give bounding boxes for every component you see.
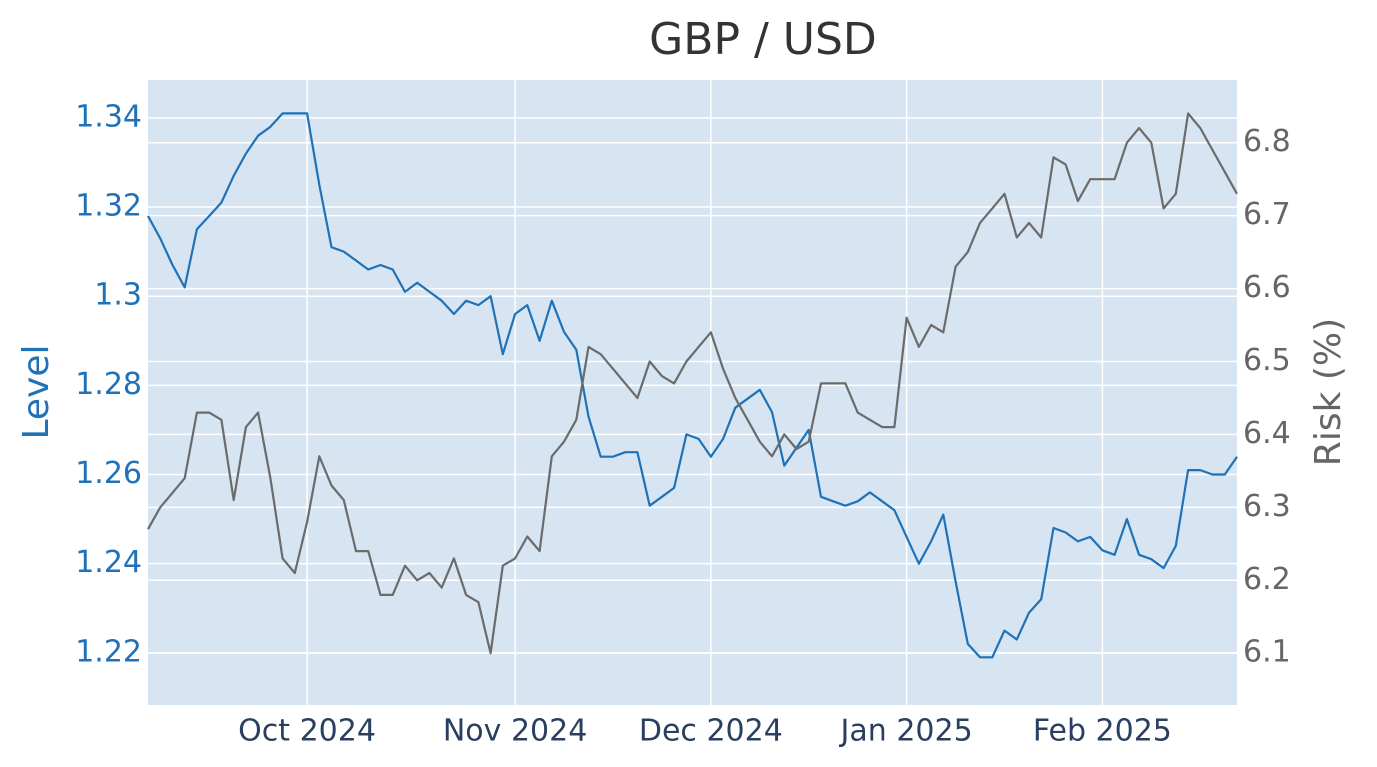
x-tick-label: Feb 2025 xyxy=(1033,714,1172,749)
y2-tick-label: 6.5 xyxy=(1243,343,1291,378)
y-tick-label: 1.34 xyxy=(75,99,142,134)
line-series xyxy=(147,112,1238,655)
y-tick-label: 1.22 xyxy=(75,634,142,669)
y-tick-label: 1.32 xyxy=(75,189,142,224)
x-tick-label: Jan 2025 xyxy=(839,714,973,749)
y-tick-label: 1.3 xyxy=(94,278,142,313)
y-axis-title: Level xyxy=(16,344,57,439)
chart-title: GBP / USD xyxy=(649,14,877,65)
y2-tick-label: 6.3 xyxy=(1243,489,1291,524)
y2-tick-label: 6.1 xyxy=(1243,635,1291,670)
line-series xyxy=(147,112,1238,659)
y2-tick-label: 6.7 xyxy=(1243,197,1291,232)
y-tick-label: 1.24 xyxy=(75,545,142,580)
y2-tick-label: 6.2 xyxy=(1243,562,1291,597)
x-tick-label: Nov 2024 xyxy=(443,714,587,749)
y2-tick-label: 6.8 xyxy=(1243,124,1291,159)
y-tick-label: 1.28 xyxy=(75,367,142,402)
plot-area xyxy=(148,80,1237,705)
y2-tick-label: 6.4 xyxy=(1243,416,1291,451)
y2-axis-title: Risk (%) xyxy=(1308,318,1349,466)
y2-tick-label: 6.6 xyxy=(1243,270,1291,305)
y-tick-label: 1.26 xyxy=(75,456,142,491)
x-tick-label: Dec 2024 xyxy=(639,714,783,749)
x-tick-label: Oct 2024 xyxy=(238,714,376,749)
